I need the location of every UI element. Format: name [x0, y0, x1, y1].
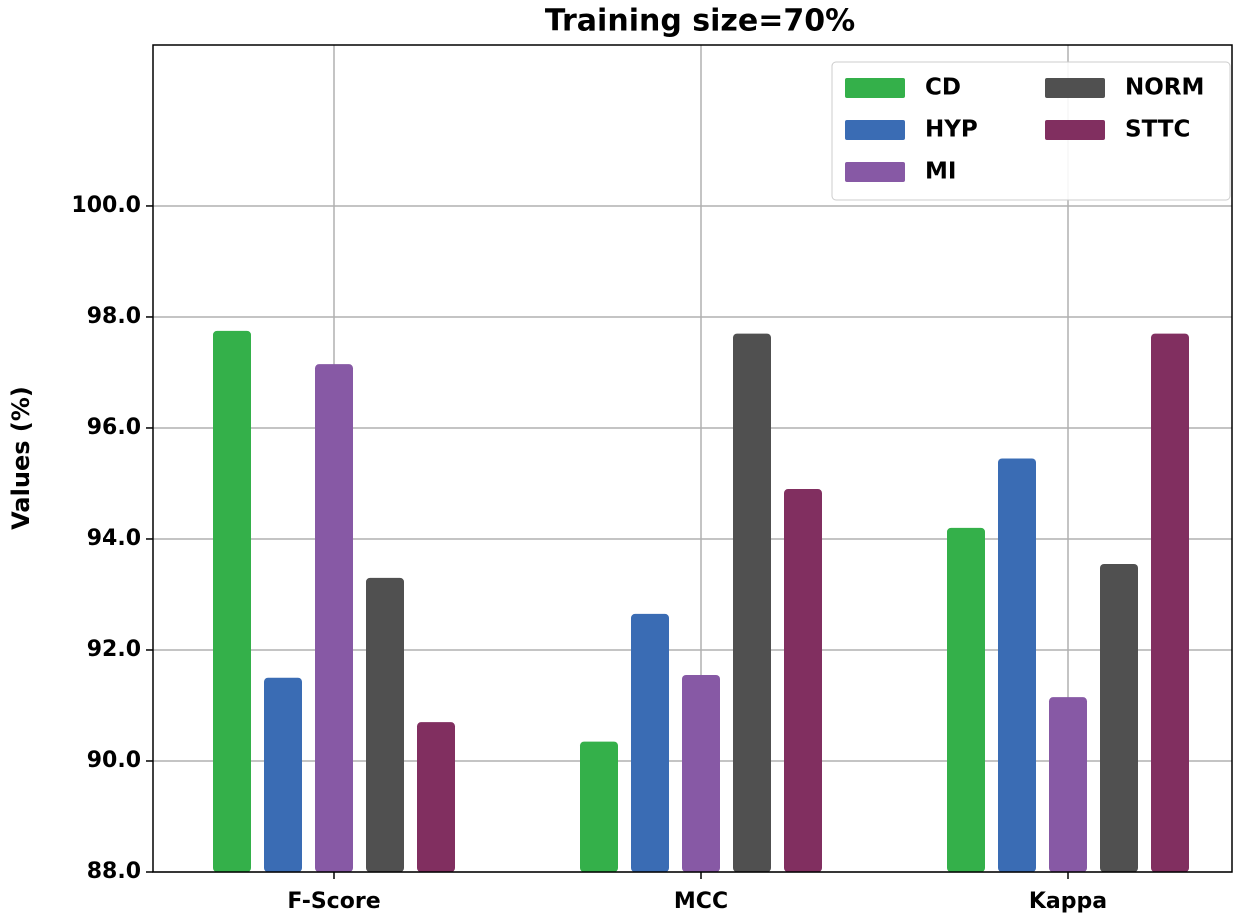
y-axis-label: Values (%) [7, 386, 35, 530]
bar [264, 677, 302, 872]
legend-label: CD [925, 75, 961, 101]
y-tick-label: 88.0 [87, 859, 141, 884]
bar [1151, 333, 1189, 873]
bar [366, 577, 404, 872]
x-tick-label: F-Score [287, 889, 380, 914]
bar [682, 674, 720, 872]
x-tick-label: Kappa [1029, 889, 1107, 914]
x-tick-label: MCC [674, 889, 728, 914]
legend-swatch [845, 120, 905, 140]
bar [733, 333, 771, 873]
bar [1100, 563, 1138, 872]
legend-label: NORM [1125, 75, 1204, 101]
y-tick-label: 96.0 [87, 415, 141, 440]
bar [784, 489, 822, 872]
legend-swatch [1045, 78, 1105, 98]
y-tick-label: 94.0 [87, 526, 141, 551]
legend-label: MI [925, 159, 956, 185]
bar [631, 613, 669, 872]
bar [580, 741, 618, 872]
bar [998, 458, 1036, 872]
bar [417, 722, 455, 872]
bar [315, 364, 353, 872]
y-tick-label: 92.0 [87, 637, 141, 662]
y-tick-label: 90.0 [87, 748, 141, 773]
legend-swatch [845, 78, 905, 98]
y-tick-label: 100.0 [71, 193, 141, 218]
legend-box [831, 61, 1231, 201]
legend-swatch [845, 162, 905, 182]
bar [213, 330, 251, 872]
legend-swatch [1045, 120, 1105, 140]
y-tick-label: 98.0 [87, 304, 141, 329]
chart-title: Training size=70% [545, 4, 855, 39]
bar [1049, 697, 1087, 872]
legend-label: STTC [1125, 117, 1190, 143]
bar [947, 527, 985, 872]
plot-frame [152, 44, 1233, 873]
legend-label: HYP [925, 117, 978, 143]
